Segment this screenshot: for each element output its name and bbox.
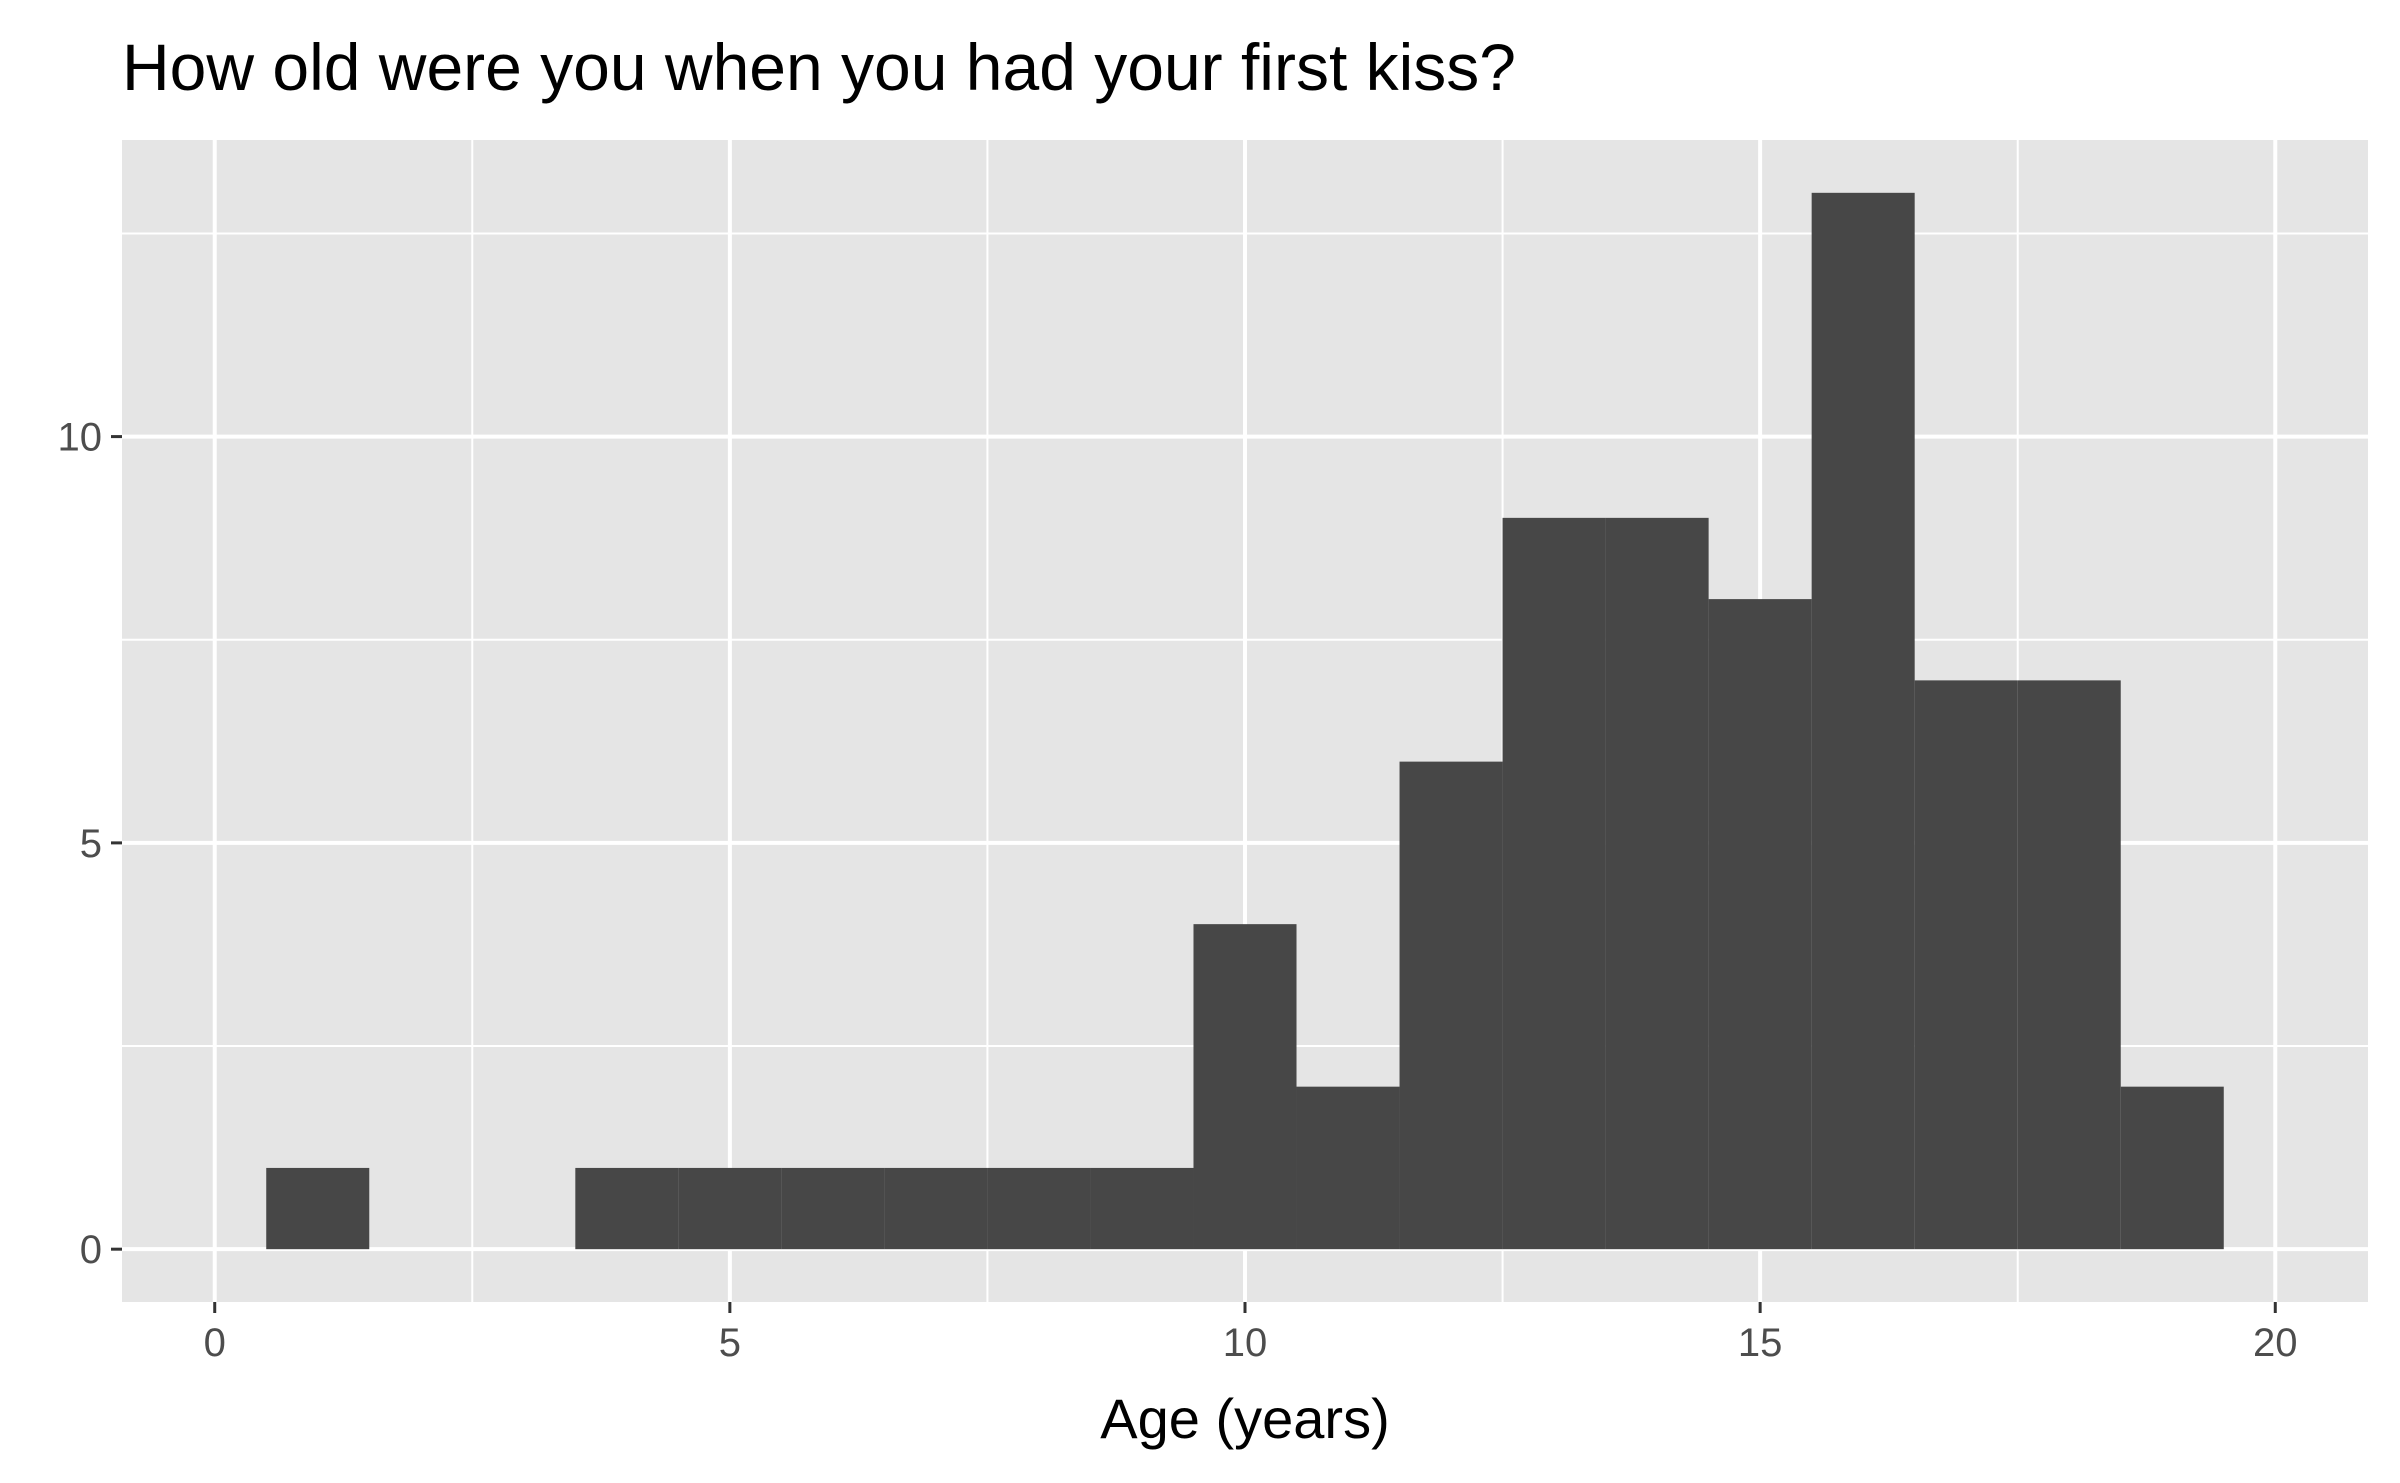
- histogram-bar: [575, 1167, 679, 1250]
- x-tick-label: 20: [2253, 1321, 2298, 1365]
- histogram-bar: [1605, 517, 1709, 1250]
- histogram-bar: [2120, 1086, 2224, 1250]
- x-tick-label: 10: [1223, 1321, 1268, 1365]
- histogram-bar: [1914, 680, 2018, 1250]
- histogram-bar: [987, 1167, 1091, 1250]
- y-tick-label: 10: [58, 416, 103, 460]
- y-axis: 0 5 10: [58, 416, 122, 1272]
- histogram-bar: [1193, 924, 1297, 1250]
- histogram-bar: [1399, 761, 1503, 1250]
- histogram-bar: [1811, 192, 1915, 1250]
- x-axis-title: Age (years): [1100, 1387, 1389, 1450]
- histogram-bar: [1090, 1167, 1194, 1250]
- x-tick-label: 5: [719, 1321, 741, 1365]
- x-tick-label: 0: [204, 1321, 226, 1365]
- histogram-bar: [2017, 680, 2121, 1250]
- x-tick-label: 15: [1738, 1321, 1783, 1365]
- histogram-bar: [1502, 517, 1606, 1250]
- y-tick-label: 0: [80, 1228, 102, 1272]
- y-tick-label: 5: [80, 822, 102, 866]
- histogram-bar: [1296, 1086, 1400, 1250]
- histogram-bar: [781, 1167, 885, 1250]
- chart-title: How old were you when you had your first…: [122, 30, 1516, 104]
- histogram-bar: [1708, 599, 1812, 1250]
- histogram-bar: [678, 1167, 782, 1250]
- histogram-bars: [266, 192, 2224, 1250]
- histogram-bar: [884, 1167, 988, 1250]
- histogram-bar: [266, 1167, 370, 1250]
- x-axis: 0 5 10 15 20: [204, 1302, 2298, 1365]
